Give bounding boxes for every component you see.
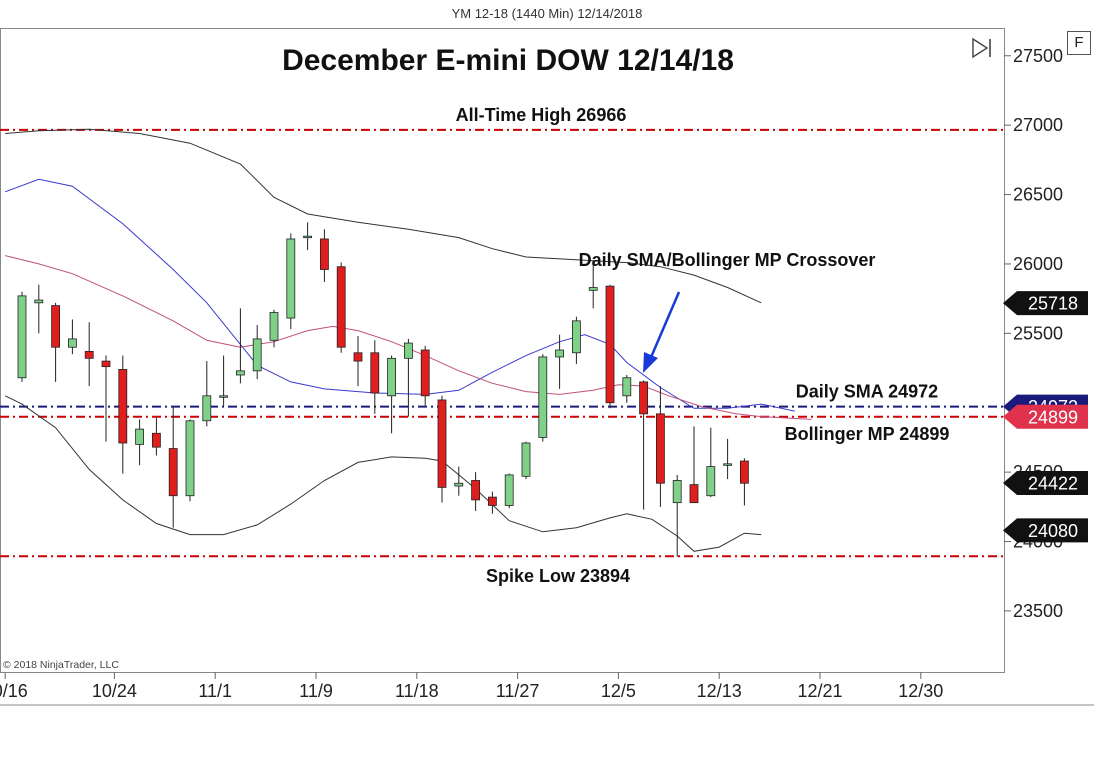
candle-body	[437, 399, 447, 488]
candle-body	[151, 432, 161, 448]
y-tick-label: 23500	[1013, 601, 1063, 621]
candle-body	[370, 352, 380, 394]
crossover-arrow-head	[643, 352, 658, 373]
candle-body	[403, 342, 413, 359]
candle-body	[336, 266, 346, 348]
candle-body	[471, 480, 481, 501]
tag-24080: 24080	[1028, 521, 1078, 541]
candle-body	[286, 238, 296, 319]
x-tick-label: 10/24	[92, 681, 137, 701]
tag-24080-bg	[1003, 518, 1088, 543]
candle-body	[118, 369, 128, 444]
tag-24422: 24422	[1028, 473, 1078, 493]
candle-body	[487, 496, 497, 506]
x-tick-label: 12/13	[697, 681, 742, 701]
candle-body	[51, 305, 60, 348]
tag-25718-bg	[1003, 291, 1088, 316]
upper-bollinger-band	[5, 128, 762, 304]
candle-body	[303, 235, 313, 239]
candle-body	[639, 381, 648, 415]
candle-body	[740, 460, 749, 484]
candle-body	[723, 463, 732, 466]
x-tick-label: 11/27	[496, 681, 540, 701]
candle-body	[454, 482, 464, 487]
x-tick-label: 12/5	[601, 681, 636, 701]
y-tick-label: 27000	[1013, 115, 1063, 135]
candle-body	[34, 299, 44, 304]
candle-body	[319, 238, 329, 270]
candle-body	[504, 474, 514, 506]
candle-body	[84, 350, 94, 359]
annotations: December E-mini DOW 12/14/18 All-Time Hig…	[282, 44, 949, 586]
x-tick-label: 11/9	[299, 681, 333, 701]
candles	[17, 222, 749, 557]
candle-body	[420, 349, 430, 397]
y-tick-label: 27500	[1013, 46, 1063, 66]
y-tick-label: 25500	[1013, 323, 1063, 343]
candle-body	[269, 312, 279, 341]
candle-body	[235, 370, 245, 376]
candle-body	[387, 357, 397, 397]
candle-body	[605, 285, 615, 404]
candle-body	[202, 395, 212, 422]
all-time-high-label: All-Time High 26966	[456, 105, 627, 125]
chart-title: December E-mini DOW 12/14/18	[282, 44, 734, 77]
x-tick-label: 11/18	[395, 681, 439, 701]
candle-body	[672, 480, 682, 504]
tag-24422-bg	[1003, 470, 1088, 495]
x-tick-label: 10/16	[0, 681, 28, 701]
candle-body	[706, 466, 716, 497]
spike-low-label: Spike Low 23894	[486, 566, 630, 586]
copyright-text: © 2018 NinjaTrader, LLC	[3, 659, 119, 671]
candle-body	[101, 360, 111, 368]
bollinger-mp-label: Bollinger MP 24899	[785, 424, 950, 444]
candle-body	[219, 395, 229, 398]
axes: 2750027000265002600025500245002400023500…	[0, 46, 1088, 701]
tag-24899-bg	[1003, 404, 1088, 429]
candle-body	[185, 420, 195, 497]
chart-header: YM 12-18 (1440 Min) 12/14/2018	[451, 6, 643, 21]
tag-25718: 25718	[1028, 294, 1078, 314]
play-forward-icon[interactable]	[970, 37, 994, 59]
level-lines	[0, 128, 1004, 558]
candle-body	[68, 338, 77, 348]
x-tick-label: 11/1	[198, 681, 232, 701]
candle-body	[588, 287, 598, 291]
plot-area	[0, 28, 1005, 673]
candle-body	[135, 428, 145, 445]
candle-body	[555, 349, 564, 358]
tag-24899: 24899	[1028, 407, 1078, 427]
candle-body	[689, 484, 699, 504]
middle-bollinger-band	[5, 178, 795, 412]
candle-body	[17, 295, 27, 379]
f-button[interactable]: F	[1067, 31, 1091, 55]
candle-body	[168, 448, 178, 497]
y-tick-label: 26000	[1013, 254, 1063, 274]
daily-sma-label: Daily SMA 24972	[796, 382, 938, 402]
x-tick-label: 12/21	[797, 681, 842, 701]
candle-body	[572, 320, 581, 354]
x-tick-label: 12/30	[898, 681, 943, 701]
candle-body	[538, 356, 548, 438]
candle-body	[656, 413, 665, 484]
crossover-label: Daily SMA/Bollinger MP Crossover	[579, 250, 876, 270]
lower-bollinger-band	[4, 395, 762, 552]
y-tick-label: 26500	[1013, 185, 1063, 205]
candle-body	[353, 352, 363, 362]
candle-body	[622, 377, 632, 397]
chart-frame	[0, 28, 1094, 706]
crossover-arrow-shaft	[647, 291, 681, 363]
candle-body	[521, 442, 531, 477]
candle-body	[252, 338, 262, 372]
